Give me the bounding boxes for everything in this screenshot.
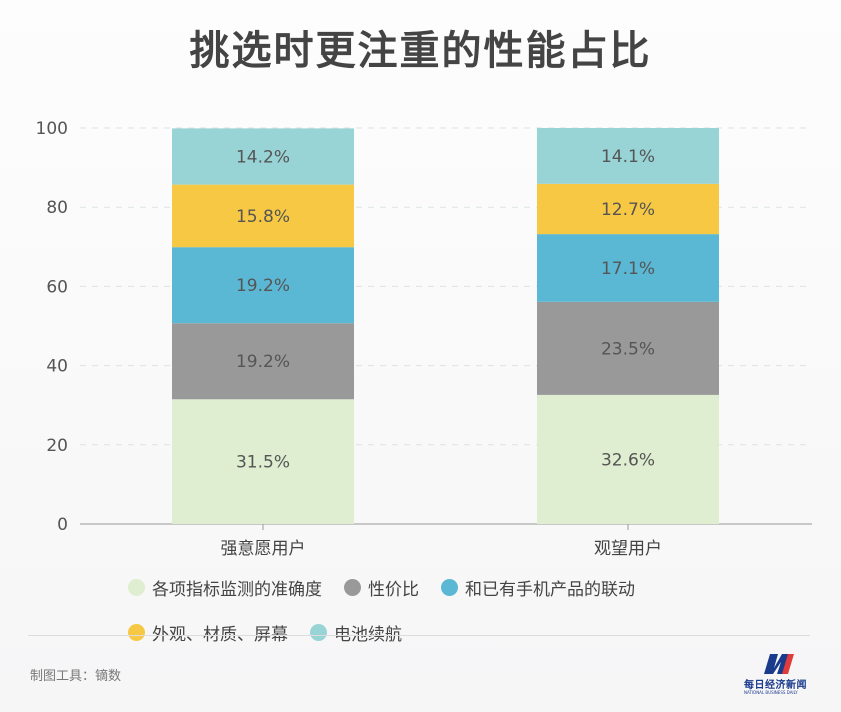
legend-item: 性价比 — [344, 575, 419, 600]
brand-logo — [764, 654, 794, 674]
data-label: 17.1% — [601, 259, 655, 279]
data-label: 19.2% — [236, 352, 290, 372]
legend-item: 各项指标监测的准确度 — [128, 575, 322, 600]
data-label: 14.2% — [236, 148, 290, 168]
bar-segment — [537, 128, 719, 184]
logo-name: 每日经济新闻 — [744, 680, 807, 691]
bar-segment — [172, 184, 354, 248]
legend-item: 电池续航 — [310, 620, 402, 645]
y-tick-label: 0 — [57, 515, 68, 535]
legend-swatch — [344, 579, 361, 596]
legend-label: 性价比 — [368, 580, 419, 600]
legend-label: 和已有手机产品的联动 — [465, 580, 635, 600]
bar-segment — [537, 183, 719, 235]
x-tick-label: 观望用户 — [594, 539, 662, 559]
bar-segment — [537, 394, 719, 524]
bar-segment — [172, 247, 354, 324]
data-label: 23.5% — [601, 339, 655, 359]
legend-swatch — [310, 624, 327, 641]
legend-swatch — [128, 624, 145, 641]
y-tick-label: 20 — [46, 436, 68, 456]
data-label: 31.5% — [236, 453, 290, 473]
data-label: 12.7% — [601, 200, 655, 220]
bar-segment — [172, 128, 354, 185]
legend-label: 外观、材质、屏幕 — [152, 625, 288, 645]
data-label: 32.6% — [601, 450, 655, 470]
y-tick-label: 60 — [46, 277, 68, 297]
bar-segment — [537, 234, 719, 302]
footer-divider — [28, 635, 810, 636]
y-tick-label: 100 — [36, 119, 68, 139]
bar-segment — [537, 301, 719, 395]
bar-segment — [172, 323, 354, 400]
legend-swatch — [128, 579, 145, 596]
chart-legend: 各项指标监测的准确度 性价比 和已有手机产品的联动外观、材质、屏幕 电池续航 — [128, 575, 748, 645]
data-label: 14.1% — [601, 147, 655, 167]
legend-label: 电池续航 — [334, 625, 402, 645]
legend-label: 各项指标监测的准确度 — [152, 580, 322, 600]
bar-segment — [172, 399, 354, 524]
y-tick-label: 40 — [46, 357, 68, 377]
legend-swatch — [441, 579, 458, 596]
y-tick-label: 80 — [46, 198, 68, 218]
data-label: 19.2% — [236, 276, 290, 296]
x-tick-label: 强意愿用户 — [221, 539, 306, 559]
data-label: 15.8% — [236, 207, 290, 227]
source-note: 制图工具：镝数 — [30, 669, 122, 684]
legend-item: 外观、材质、屏幕 — [128, 620, 288, 645]
chart-title: 挑选时更注重的性能占比 — [189, 28, 652, 74]
legend-item: 和已有手机产品的联动 — [441, 575, 635, 600]
logo-sub: NATIONAL BUSINESS DAILY — [744, 690, 798, 695]
